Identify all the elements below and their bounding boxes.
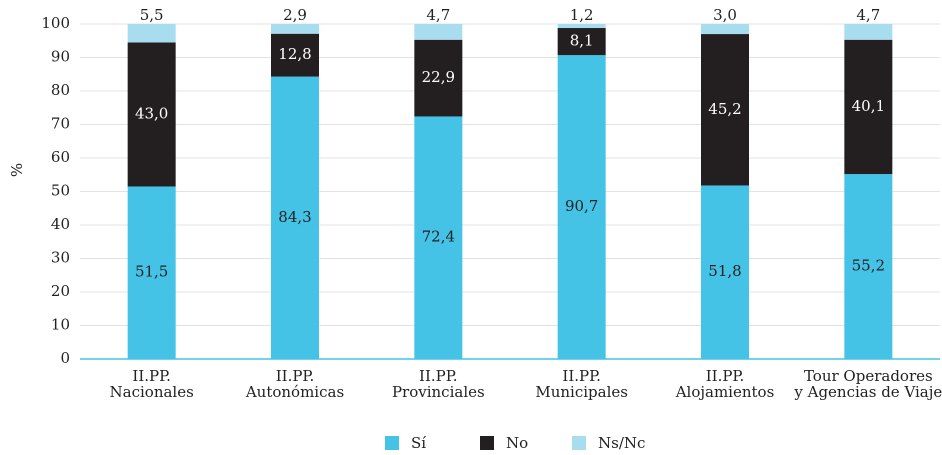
data-label: 22,9 [422,68,455,86]
x-tick-label: II.PP. [132,367,171,385]
data-label: 8,1 [570,32,594,50]
legend-label: No [506,434,528,452]
data-label: 1,2 [570,6,594,24]
bar-segment [271,76,319,359]
data-label: 45,2 [708,100,741,118]
data-label: 3,0 [713,6,737,24]
x-tick-label: II.PP. [706,367,745,385]
y-tick-label: 30 [51,249,70,267]
legend-label: Sí [411,434,426,452]
x-tick-label: Autonómicas [245,383,344,401]
y-tick-label: 60 [51,148,70,166]
data-label: 51,8 [708,262,741,280]
bar-segment [701,185,749,359]
data-label: 4,7 [426,6,450,24]
bar-segment [844,39,893,175]
data-label: 5,5 [140,6,164,24]
y-tick-label: 40 [51,215,70,233]
data-label: 43,0 [135,104,168,122]
data-label: 51,5 [135,263,168,281]
x-tick-label: II.PP. [419,367,458,385]
x-tick-label: Nacionales [110,383,194,401]
bar-segment [127,42,176,187]
data-label: 12,8 [278,45,311,63]
legend-swatch [572,436,586,450]
legend-swatch [480,436,494,450]
x-tick-label: Municipales [535,383,628,401]
y-tick-label: 90 [51,48,70,66]
bar-segment [557,55,606,359]
bar-segment [127,24,176,43]
y-tick-label: 0 [60,349,70,367]
data-label: 55,2 [852,257,885,275]
data-label: 90,7 [565,197,598,215]
bar-segment [844,174,893,359]
bar-segment [701,24,749,35]
bar-segment [414,39,463,117]
y-tick-label: 70 [51,115,70,133]
y-tick-label: 50 [51,182,70,200]
y-tick-label: 10 [51,316,70,334]
bar-segment [414,24,463,40]
bar-segment [271,33,319,77]
x-tick-label: Tour Operadores [804,367,933,385]
y-tick-label: 100 [41,14,70,32]
y-axis-label: % [8,163,26,177]
x-tick-label: Alojamientos [675,383,775,401]
bar-segment [557,28,606,56]
bar-segment [127,186,176,359]
legend-label: Ns/Nc [598,434,645,452]
x-tick-label: Provinciales [392,383,485,401]
legend-swatch [385,436,399,450]
y-tick-label: 20 [51,282,70,300]
x-tick-label: II.PP. [276,367,315,385]
data-label: 2,9 [283,6,307,24]
x-tick-label: y Agencias de Viaje [793,383,942,401]
bar-segment [271,24,319,34]
bar-segment [701,34,749,186]
data-label: 4,7 [856,6,880,24]
bar-segment [557,24,606,29]
bar-segment [414,116,463,360]
x-tick-label: II.PP. [562,367,601,385]
data-label: 40,1 [852,97,885,115]
bar-segment [844,24,893,40]
data-label: 84,3 [278,208,311,226]
data-label: 72,4 [422,228,455,246]
y-tick-label: 80 [51,81,70,99]
